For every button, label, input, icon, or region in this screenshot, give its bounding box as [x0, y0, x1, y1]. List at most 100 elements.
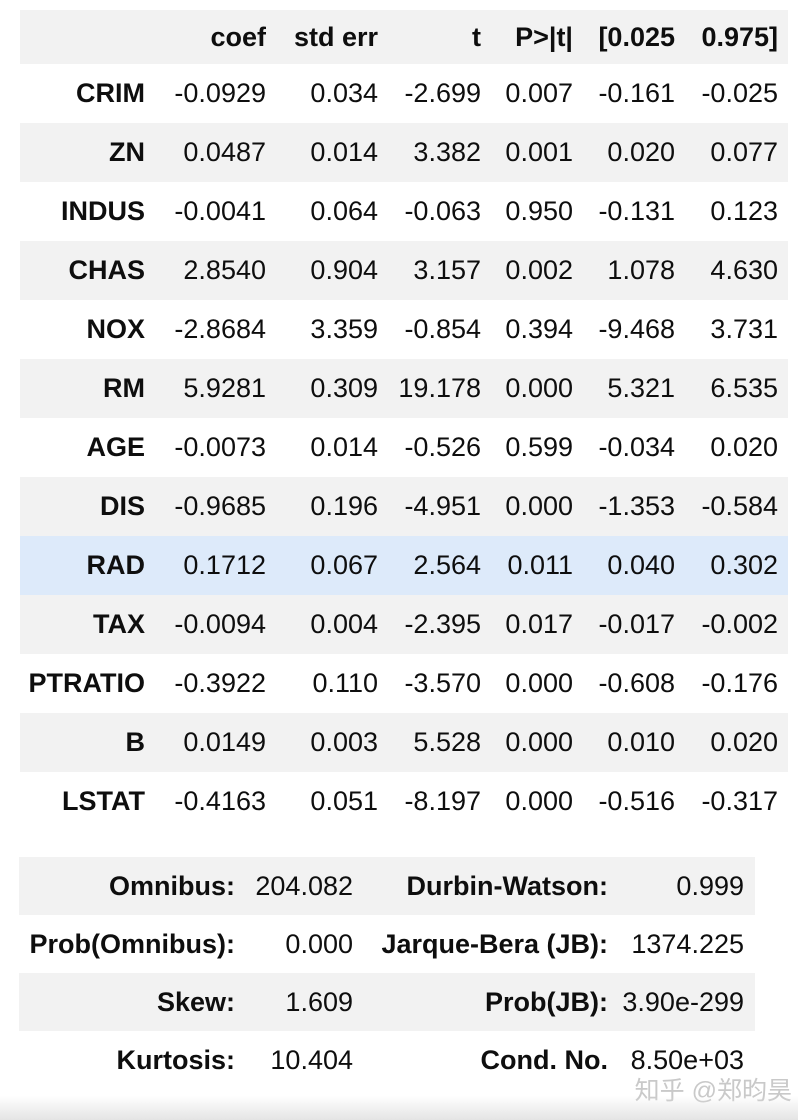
table-row-rm: RM 5.9281 0.309 19.178 0.000 5.321 6.535	[20, 359, 788, 418]
stat-value: 3.90e-299	[622, 986, 744, 1017]
ci-low-cell: -0.516	[598, 786, 675, 816]
table-row-tax: TAX -0.0094 0.004 -2.395 0.017 -0.017 -0…	[20, 595, 788, 654]
coef-cell: -0.0929	[174, 78, 266, 108]
table-row-ptratio: PTRATIO -0.3922 0.110 -3.570 0.000 -0.60…	[20, 654, 788, 713]
diagnostics-row-skew: Skew: 1.609 Prob(JB): 3.90e-299	[19, 973, 755, 1031]
std-err-cell: 0.067	[310, 550, 378, 580]
p-value-cell: 0.950	[505, 196, 573, 226]
stat-value: 0.000	[285, 928, 353, 959]
zhihu-watermark: 知乎 @郑昀昊	[634, 1077, 792, 1105]
ci-high-cell: -0.317	[701, 786, 778, 816]
row-label: CRIM	[76, 78, 145, 108]
column-header-std-err: std err	[293, 21, 378, 52]
t-cell: -0.063	[404, 196, 481, 226]
row-label: ZN	[109, 137, 145, 167]
row-label: AGE	[86, 432, 145, 462]
ci-low-cell: -9.468	[598, 314, 675, 344]
stat-label: Prob(Omnibus):	[29, 928, 235, 959]
column-header-p-value: P>|t|	[515, 21, 573, 52]
row-label: RAD	[86, 550, 146, 580]
std-err-cell: 0.014	[310, 432, 378, 462]
table-row-age: AGE -0.0073 0.014 -0.526 0.599 -0.034 0.…	[20, 418, 788, 477]
stat-value: 1374.225	[631, 928, 744, 959]
table-row-indus: INDUS -0.0041 0.064 -0.063 0.950 -0.131 …	[20, 182, 788, 241]
t-cell: -2.395	[404, 609, 481, 639]
p-value-cell: 0.394	[505, 314, 573, 344]
diagnostics-row-prob-omnibus: Prob(Omnibus): 0.000 Jarque-Bera (JB): 1…	[19, 915, 755, 973]
coef-cell: -0.3922	[174, 668, 266, 698]
row-label: INDUS	[60, 196, 145, 226]
ci-high-cell: 0.302	[710, 550, 778, 580]
stat-label: Jarque-Bera (JB):	[381, 928, 608, 959]
ci-high-cell: 0.077	[710, 137, 778, 167]
coefficient-table: coef std err t P>|t| [0.025 0.975] CRIM …	[20, 10, 788, 831]
diagnostics-row-omnibus: Omnibus: 204.082 Durbin-Watson: 0.999	[19, 857, 755, 915]
p-value-cell: 0.000	[505, 373, 573, 403]
stat-label: Durbin-Watson:	[406, 870, 608, 901]
std-err-cell: 0.064	[310, 196, 378, 226]
p-value-cell: 0.000	[505, 668, 573, 698]
table-row-dis: DIS -0.9685 0.196 -4.951 0.000 -1.353 -0…	[20, 477, 788, 536]
t-cell: -0.854	[404, 314, 481, 344]
column-header-t: t	[472, 21, 481, 52]
std-err-cell: 0.034	[310, 78, 378, 108]
stat-label: Skew:	[156, 986, 235, 1017]
ci-low-cell: -0.608	[598, 668, 675, 698]
p-value-cell: 0.000	[505, 786, 573, 816]
stat-value: 10.404	[270, 1044, 353, 1075]
p-value-cell: 0.000	[505, 491, 573, 521]
std-err-cell: 0.904	[310, 255, 378, 285]
t-cell: 2.564	[413, 550, 481, 580]
stat-value: 1.609	[285, 986, 353, 1017]
row-label: TAX	[93, 609, 145, 639]
column-header-coef: coef	[210, 21, 266, 52]
column-header-ci-high: 0.975]	[701, 21, 778, 52]
diagnostics-row-kurtosis: Kurtosis: 10.404 Cond. No. 8.50e+03	[19, 1031, 755, 1089]
t-cell: 3.157	[413, 255, 481, 285]
row-label: RM	[103, 373, 145, 403]
coef-cell: -0.9685	[174, 491, 266, 521]
row-label: LSTAT	[62, 786, 145, 816]
ci-high-cell: -0.025	[701, 78, 778, 108]
std-err-cell: 0.110	[312, 668, 378, 698]
column-header-blank	[20, 10, 145, 64]
std-err-cell: 0.014	[310, 137, 378, 167]
row-label: CHAS	[68, 255, 145, 285]
ci-low-cell: -0.131	[598, 196, 675, 226]
t-cell: -2.699	[404, 78, 481, 108]
ci-high-cell: 0.020	[710, 727, 778, 757]
t-cell: -0.526	[404, 432, 481, 462]
ci-high-cell: -0.002	[701, 609, 778, 639]
ci-high-cell: -0.176	[701, 668, 778, 698]
t-cell: -3.570	[404, 668, 481, 698]
table-row-crim: CRIM -0.0929 0.034 -2.699 0.007 -0.161 -…	[20, 64, 788, 123]
t-cell: 5.528	[413, 727, 481, 757]
t-cell: 19.178	[398, 373, 481, 403]
coef-cell: 0.0149	[183, 727, 266, 757]
p-value-cell: 0.599	[505, 432, 573, 462]
std-err-cell: 0.309	[310, 373, 378, 403]
p-value-cell: 0.017	[505, 609, 573, 639]
stat-label: Cond. No.	[480, 1044, 608, 1075]
ci-high-cell: -0.584	[701, 491, 778, 521]
coef-cell: -2.8684	[174, 314, 266, 344]
stat-label: Kurtosis:	[116, 1044, 235, 1075]
std-err-cell: 0.051	[310, 786, 378, 816]
row-label: NOX	[86, 314, 145, 344]
ci-low-cell: -0.017	[598, 609, 675, 639]
stat-value: 8.50e+03	[630, 1044, 744, 1075]
p-value-cell: 0.002	[505, 255, 573, 285]
p-value-cell: 0.000	[505, 727, 573, 757]
stat-value: 204.082	[255, 870, 353, 901]
coef-cell: -0.4163	[174, 786, 266, 816]
stat-value: 0.999	[676, 870, 744, 901]
coef-cell: -0.0041	[174, 196, 266, 226]
table-row-nox: NOX -2.8684 3.359 -0.854 0.394 -9.468 3.…	[20, 300, 788, 359]
regression-summary-page: coef std err t P>|t| [0.025 0.975] CRIM …	[0, 10, 798, 1120]
ci-low-cell: -0.161	[598, 78, 675, 108]
std-err-cell: 0.004	[310, 609, 378, 639]
ci-high-cell: 0.020	[710, 432, 778, 462]
coef-cell: 0.0487	[183, 137, 266, 167]
ci-low-cell: 1.078	[607, 255, 675, 285]
ci-low-cell: 0.020	[607, 137, 675, 167]
